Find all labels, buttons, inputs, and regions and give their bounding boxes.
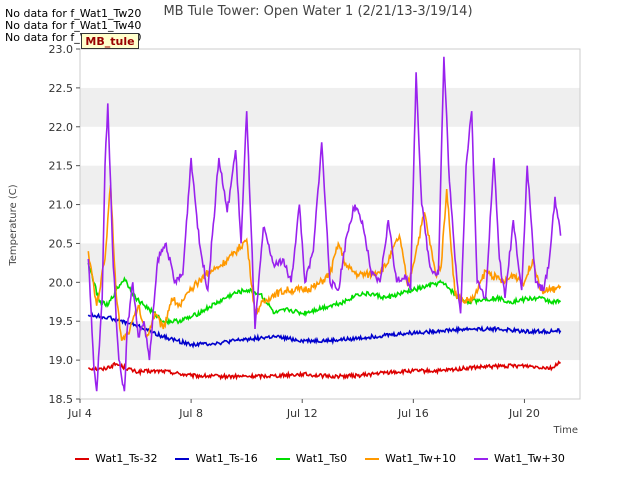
legend-label: Wat1_Ts0 [295,452,348,465]
x-tick-label: Jul 16 [397,407,429,420]
y-tick-label: 20.5 [49,237,74,250]
no-data-note: No data for f_Wat1_Tw40 [5,19,142,32]
y-tick-label: 21.5 [49,160,74,173]
x-axis-label: Time [553,425,578,436]
plot-area-border [79,48,581,400]
series-lines [87,56,562,392]
series-line-Wat1_Ts-16 [87,311,562,349]
series-line-Wat1_Ts-32 [88,360,562,381]
series-line-Wat1_Tw+10 [87,185,562,341]
legend-swatch [75,457,90,460]
x-tick-label: Jul 20 [508,407,540,420]
legend-swatch [275,457,290,460]
x-tick-label: Jul 12 [286,407,318,420]
x-tick-label: Jul 4 [67,407,92,420]
legend-label: Wat1_Tw+10 [385,452,456,465]
legend: Wat1_Ts-32 Wat1_Ts-16 Wat1_Ts0 Wat1_Tw+10 Wa… [0,452,640,465]
series-line-Wat1_Tw+30 [87,56,562,392]
y-tick-label: 23.0 [49,43,74,56]
legend-label: Wat1_Ts-32 [95,452,158,465]
legend-item: Wat1_Ts0 [275,452,348,465]
legend-swatch [474,457,488,460]
legend-label: Wat1_Ts-16 [195,452,258,465]
legend-swatch [175,457,190,460]
y-axis: 18.5 19.0 19.5 20.0 20.5 21.0 21.5 22.0 22.5 23.0 [49,43,80,406]
legend-item: Wat1_Ts-16 [175,452,258,465]
y-tick-label: 19.5 [49,315,74,328]
y-tick-label: 22.0 [49,121,74,134]
y-tick-label: 18.5 [49,393,74,406]
chart-title: MB Tule Tower: Open Water 1 (2/21/13-3/1… [163,4,472,19]
x-tick-label: Jul 8 [178,407,203,420]
grid-bands [80,87,580,361]
y-axis-label: Temperature (C) [8,184,19,266]
no-data-note: No data for f_Wat1_Tw20 [5,7,142,20]
x-axis: Jul 4 Jul 8 Jul 12 Jul 16 Jul 20 [67,399,540,420]
series-line-Wat1_Ts0 [87,262,562,326]
legend-item: Wat1_Tw+30 [474,452,565,465]
grid-band [80,87,580,127]
y-tick-label: 22.5 [49,82,74,95]
legend-swatch [365,457,380,460]
legend-label: Wat1_Tw+30 [494,452,565,465]
y-tick-label: 21.0 [49,199,74,212]
site-tag: MB_tule [81,33,139,49]
y-tick-label: 20.0 [49,276,74,289]
legend-item: Wat1_Ts-32 [75,452,157,465]
legend-item: Wat1_Tw+10 [365,452,456,465]
grid-band [80,165,580,205]
y-tick-label: 19.0 [49,354,74,367]
